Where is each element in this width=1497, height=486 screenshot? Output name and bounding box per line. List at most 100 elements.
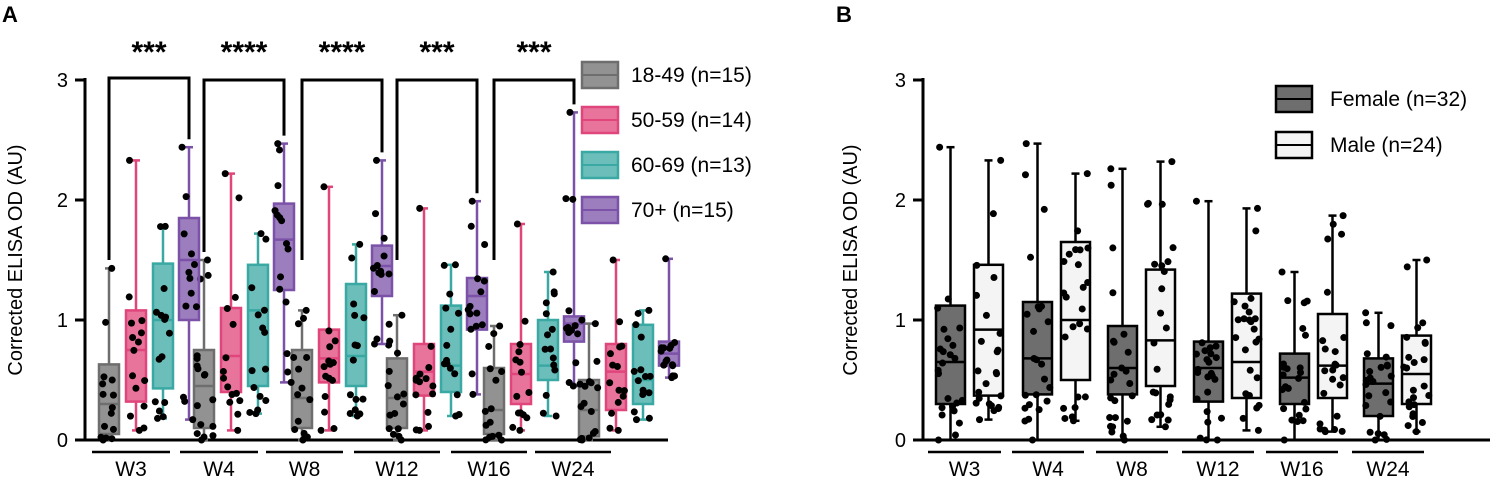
data-point [1371, 436, 1379, 444]
data-point [235, 194, 243, 202]
data-point [646, 372, 654, 380]
data-point [446, 364, 454, 372]
significance-bracket [492, 78, 576, 260]
data-point [108, 404, 116, 412]
data-point [1247, 294, 1255, 302]
data-point [1061, 333, 1069, 341]
data-point [1278, 268, 1286, 276]
data-point [982, 380, 990, 388]
data-point [1302, 405, 1310, 413]
data-point [294, 391, 302, 399]
y-tick-label: 1 [57, 310, 68, 332]
data-point [1035, 406, 1043, 414]
data-point [1030, 327, 1038, 335]
data-point [1284, 297, 1292, 305]
data-point [934, 370, 942, 378]
data-point [157, 223, 165, 231]
data-point [1303, 297, 1311, 305]
data-point [489, 432, 497, 440]
data-point [1339, 374, 1347, 382]
data-point [1108, 428, 1116, 436]
data-point [190, 261, 198, 269]
data-point [277, 273, 285, 281]
data-point [997, 156, 1005, 164]
data-point [1107, 165, 1115, 173]
data-point [1157, 411, 1165, 419]
data-point [1323, 288, 1331, 296]
data-point [185, 268, 193, 276]
data-point [385, 270, 393, 278]
data-point [572, 359, 580, 367]
panel-letter-b: B [836, 2, 852, 27]
data-point [193, 430, 201, 438]
data-point [485, 342, 493, 350]
data-point [192, 303, 200, 311]
data-point [496, 322, 504, 330]
data-point [552, 412, 560, 420]
data-point [525, 389, 533, 397]
data-point [1332, 361, 1340, 369]
data-point [594, 384, 602, 392]
data-point [1410, 401, 1418, 409]
data-point [1382, 353, 1390, 361]
data-point [1382, 389, 1390, 397]
data-point [1110, 370, 1118, 378]
data-point [194, 365, 202, 373]
data-point [1158, 200, 1166, 208]
data-point [154, 414, 162, 422]
data-point [1387, 372, 1395, 380]
data-point [1204, 388, 1212, 396]
data-point [1158, 262, 1166, 270]
data-point [1118, 364, 1126, 372]
data-point [1320, 389, 1328, 397]
data-point [380, 234, 388, 242]
data-point [1028, 436, 1036, 444]
data-point [619, 392, 627, 400]
data-point [1027, 253, 1035, 261]
data-point [282, 298, 290, 306]
data-point [1213, 436, 1221, 444]
data-point [495, 431, 503, 439]
data-point [187, 250, 195, 258]
data-point [1109, 337, 1117, 345]
legend-label: 18-49 (n=15) [631, 64, 752, 87]
data-point [303, 353, 311, 361]
data-point [152, 308, 160, 316]
significance-label: *** [131, 36, 166, 69]
data-point [1253, 404, 1261, 412]
data-point [429, 382, 437, 390]
data-point [1294, 418, 1302, 426]
data-point [359, 395, 367, 403]
data-point [1043, 397, 1051, 405]
x-category-label: W8 [1116, 458, 1148, 481]
data-point [427, 342, 435, 350]
data-point [254, 311, 262, 319]
data-point [440, 261, 448, 269]
data-point [565, 379, 573, 387]
data-point [569, 195, 577, 203]
data-point [498, 368, 506, 376]
box-iqr [272, 202, 296, 292]
data-point [1111, 414, 1119, 422]
data-point [160, 285, 168, 293]
data-point [1107, 181, 1115, 189]
data-point [1295, 374, 1303, 382]
data-point [412, 426, 420, 434]
data-point [1158, 285, 1166, 293]
data-point [474, 275, 482, 283]
data-point [453, 391, 461, 399]
data-point [302, 306, 310, 314]
data-point [576, 380, 584, 388]
data-point [951, 431, 959, 439]
data-point [140, 402, 148, 410]
data-point [321, 408, 329, 416]
data-point [346, 409, 354, 417]
data-point [620, 387, 628, 395]
data-point [370, 288, 378, 296]
data-point [516, 341, 524, 349]
data-point [542, 310, 550, 318]
data-point [1061, 414, 1069, 422]
data-point [1280, 405, 1288, 413]
data-point [1148, 416, 1156, 424]
data-point [973, 291, 981, 299]
